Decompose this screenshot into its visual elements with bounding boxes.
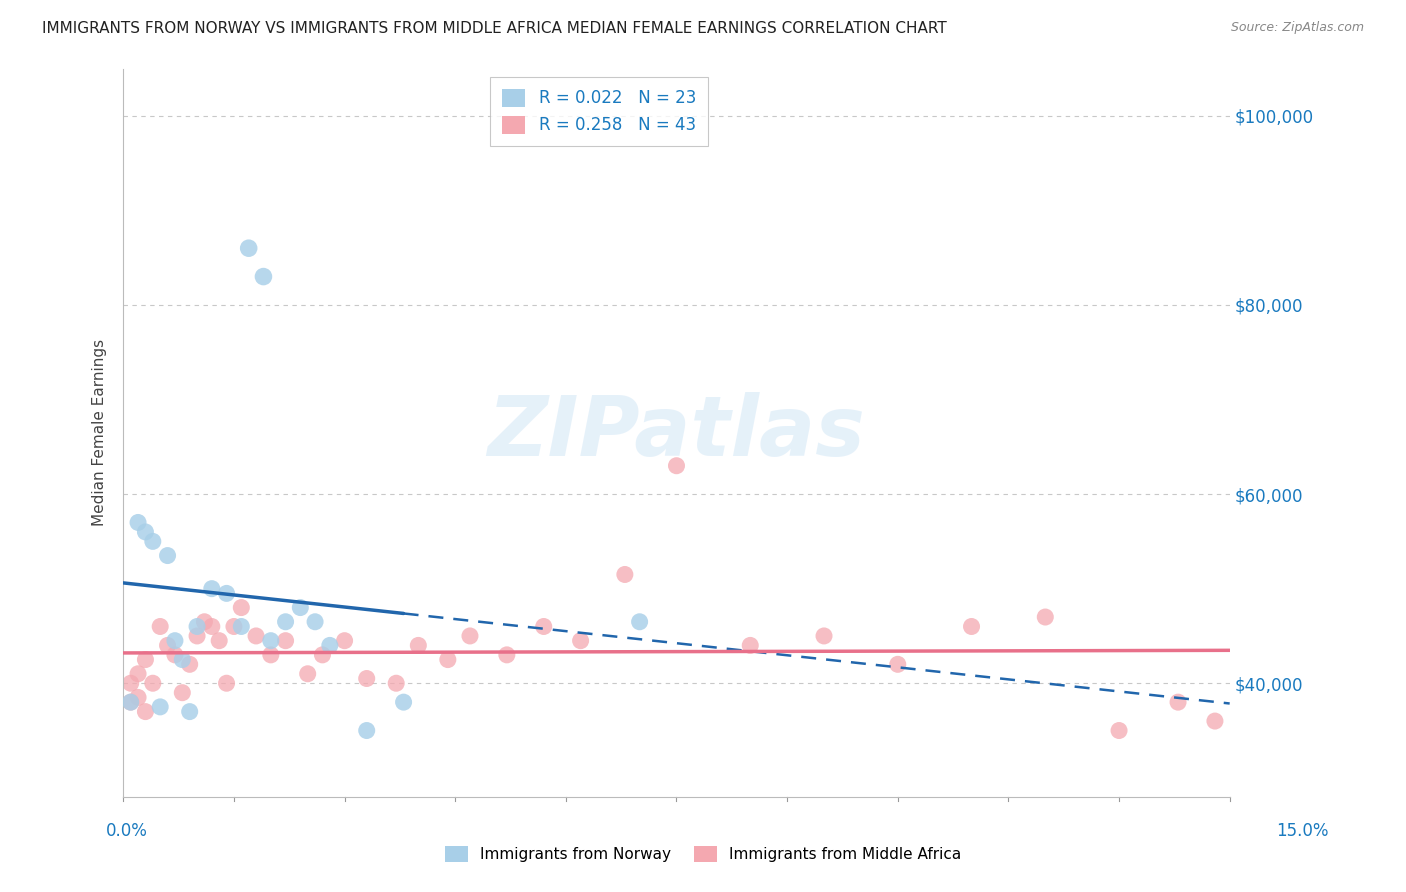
Point bbox=[238, 241, 260, 255]
Point bbox=[290, 600, 312, 615]
Point bbox=[142, 676, 165, 690]
Point bbox=[134, 524, 156, 539]
Point bbox=[356, 672, 378, 686]
Point bbox=[163, 648, 186, 662]
Point bbox=[156, 549, 179, 563]
Point bbox=[304, 615, 326, 629]
Text: Source: ZipAtlas.com: Source: ZipAtlas.com bbox=[1230, 21, 1364, 35]
Point bbox=[1108, 723, 1130, 738]
Text: IMMIGRANTS FROM NORWAY VS IMMIGRANTS FROM MIDDLE AFRICA MEDIAN FEMALE EARNINGS C: IMMIGRANTS FROM NORWAY VS IMMIGRANTS FRO… bbox=[42, 21, 946, 37]
Point bbox=[356, 723, 378, 738]
Point bbox=[319, 639, 342, 653]
Point bbox=[458, 629, 481, 643]
Point bbox=[127, 516, 149, 530]
Point bbox=[274, 615, 297, 629]
Point bbox=[495, 648, 517, 662]
Point bbox=[127, 666, 149, 681]
Text: 0.0%: 0.0% bbox=[105, 822, 148, 840]
Point bbox=[134, 652, 156, 666]
Text: ZIPatlas: ZIPatlas bbox=[488, 392, 866, 473]
Point bbox=[179, 657, 201, 672]
Point bbox=[156, 639, 179, 653]
Point bbox=[179, 705, 201, 719]
Text: 15.0%: 15.0% bbox=[1277, 822, 1329, 840]
Point bbox=[813, 629, 835, 643]
Point bbox=[628, 615, 651, 629]
Point bbox=[533, 619, 555, 633]
Legend: R = 0.022   N = 23, R = 0.258   N = 43: R = 0.022 N = 23, R = 0.258 N = 43 bbox=[491, 77, 707, 146]
Point bbox=[120, 676, 142, 690]
Point bbox=[231, 619, 253, 633]
Point bbox=[127, 690, 149, 705]
Point bbox=[385, 676, 408, 690]
Point bbox=[215, 586, 238, 600]
Point bbox=[163, 633, 186, 648]
Point bbox=[960, 619, 983, 633]
Point bbox=[297, 666, 319, 681]
Point bbox=[260, 648, 283, 662]
Point bbox=[172, 686, 194, 700]
Point bbox=[392, 695, 415, 709]
Point bbox=[134, 705, 156, 719]
Point bbox=[231, 600, 253, 615]
Point bbox=[245, 629, 267, 643]
Point bbox=[260, 633, 283, 648]
Point bbox=[201, 619, 224, 633]
Point bbox=[437, 652, 460, 666]
Point bbox=[333, 633, 356, 648]
Point bbox=[186, 619, 208, 633]
Point bbox=[149, 699, 172, 714]
Point bbox=[215, 676, 238, 690]
Point bbox=[142, 534, 165, 549]
Y-axis label: Median Female Earnings: Median Female Earnings bbox=[93, 339, 107, 526]
Point bbox=[252, 269, 274, 284]
Legend: Immigrants from Norway, Immigrants from Middle Africa: Immigrants from Norway, Immigrants from … bbox=[439, 839, 967, 868]
Point bbox=[1204, 714, 1226, 728]
Point bbox=[1033, 610, 1056, 624]
Point bbox=[311, 648, 333, 662]
Point bbox=[274, 633, 297, 648]
Point bbox=[740, 639, 762, 653]
Point bbox=[120, 695, 142, 709]
Point bbox=[201, 582, 224, 596]
Point bbox=[120, 695, 142, 709]
Point bbox=[149, 619, 172, 633]
Point bbox=[222, 619, 245, 633]
Point bbox=[613, 567, 636, 582]
Point bbox=[408, 639, 430, 653]
Point bbox=[569, 633, 592, 648]
Point bbox=[1167, 695, 1189, 709]
Point bbox=[665, 458, 688, 473]
Point bbox=[208, 633, 231, 648]
Point bbox=[193, 615, 215, 629]
Point bbox=[887, 657, 910, 672]
Point bbox=[186, 629, 208, 643]
Point bbox=[172, 652, 194, 666]
